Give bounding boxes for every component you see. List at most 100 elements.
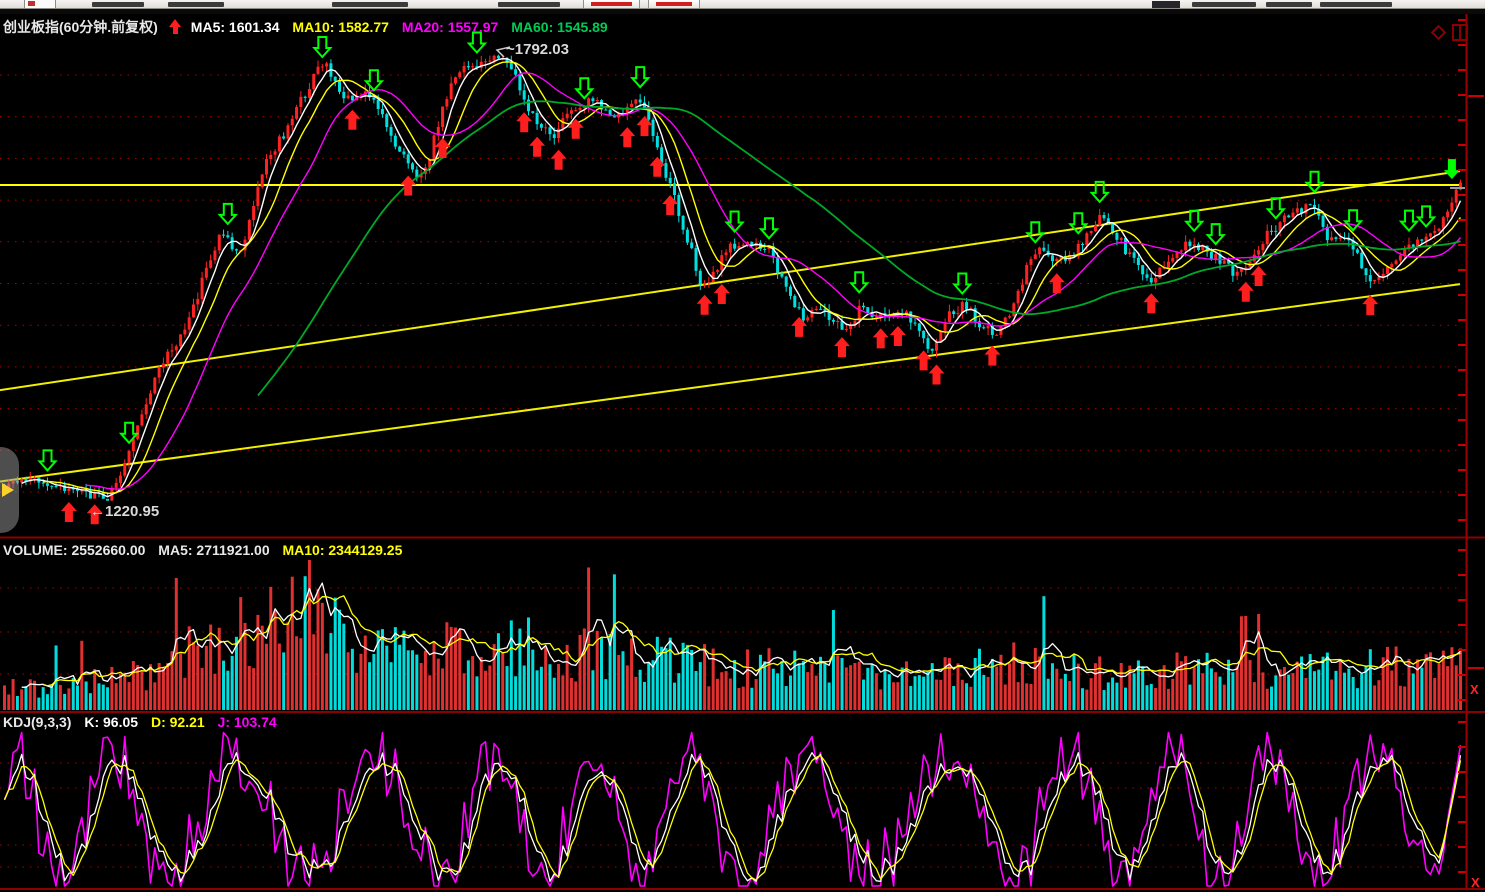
- candle-body: [677, 194, 681, 216]
- volume-bar: [1119, 662, 1123, 710]
- volume-bar: [475, 676, 479, 710]
- candle-body: [161, 363, 165, 368]
- volume-bar: [118, 673, 122, 710]
- volume-bar: [909, 685, 913, 710]
- volume-bar: [557, 664, 561, 710]
- volume-bar: [1076, 663, 1080, 710]
- candle-body: [1042, 247, 1046, 251]
- candle-body: [544, 127, 548, 129]
- volume-bar: [1128, 665, 1132, 710]
- candle-body: [419, 173, 423, 178]
- sell-signal-arrow: [217, 202, 239, 226]
- volume-bar: [810, 664, 814, 710]
- volume-bar: [114, 683, 118, 710]
- menu-item-fragment[interactable]: [332, 2, 408, 7]
- candle-body: [793, 295, 797, 308]
- menu-item-fragment[interactable]: [1320, 2, 1392, 7]
- volume-bar: [569, 677, 573, 710]
- volume-bar: [879, 689, 883, 710]
- buy-signal-arrow: [400, 175, 417, 196]
- candle-body: [372, 97, 376, 100]
- candle-body: [24, 479, 28, 482]
- candle-body: [282, 136, 286, 139]
- volume-bar: [930, 663, 934, 710]
- candle-body: [1360, 252, 1364, 269]
- candle-body: [651, 119, 655, 136]
- kdj-k-label: K: 96.05: [84, 714, 139, 730]
- candle-body: [114, 482, 118, 488]
- volume-bar: [432, 641, 436, 710]
- volume-ma10-line: [43, 595, 1461, 687]
- kdj-panel-close-x[interactable]: X: [1471, 875, 1480, 890]
- volume-bar: [900, 667, 904, 710]
- candle-body: [1437, 228, 1441, 231]
- candle-body: [131, 438, 135, 452]
- menu-item-fragment[interactable]: [168, 2, 224, 7]
- candle-body: [385, 114, 389, 128]
- candle-body: [127, 451, 131, 463]
- sidebar-slide-handle[interactable]: [0, 447, 19, 533]
- volume-bar: [728, 678, 732, 710]
- candle-body: [174, 346, 178, 351]
- candle-body: [509, 61, 513, 70]
- volume-bar: [471, 656, 475, 710]
- trendline-diagonal: [0, 170, 1461, 392]
- volume-bar: [1020, 660, 1024, 710]
- menu-item-fragment[interactable]: [92, 2, 144, 7]
- menu-item-fragment[interactable]: [1192, 2, 1256, 7]
- volume-bar: [1166, 688, 1170, 710]
- candle-body: [535, 112, 539, 125]
- candle-body: [1270, 230, 1274, 232]
- candle-body: [982, 327, 986, 329]
- candle-body: [694, 248, 698, 271]
- buy-signal-arrow: [86, 504, 103, 525]
- sell-signal-arrow: [1443, 159, 1460, 180]
- volume-bar: [1398, 685, 1402, 710]
- candle-body: [548, 127, 552, 135]
- candle-body: [1330, 237, 1334, 241]
- menu-item-fragment[interactable]: [1266, 2, 1312, 7]
- toolbar-icon[interactable]: [1152, 1, 1180, 8]
- volume-bar: [1295, 661, 1299, 710]
- candle-body: [376, 99, 380, 110]
- candle-body: [604, 109, 608, 111]
- menu-item-fragment[interactable]: [498, 2, 560, 7]
- candle-body: [780, 272, 784, 277]
- candle-body: [587, 98, 591, 107]
- volume-bar: [209, 624, 213, 710]
- volume-bar: [217, 627, 221, 710]
- candle-body: [368, 91, 372, 98]
- candle-body: [1081, 243, 1085, 246]
- volume-bar: [591, 670, 595, 710]
- sell-signal-arrow: [1183, 209, 1205, 233]
- candle-body: [582, 106, 586, 108]
- candle-body: [1145, 274, 1149, 278]
- volume-bar: [303, 576, 307, 710]
- candle-body: [1407, 244, 1411, 249]
- volume-bar: [295, 636, 299, 710]
- volume-panel-close-x[interactable]: X: [1470, 682, 1479, 697]
- split-window-icon[interactable]: [1452, 24, 1468, 41]
- volume-bar: [1072, 654, 1076, 710]
- candle-body: [720, 255, 724, 271]
- volume-bar: [883, 669, 887, 710]
- candle-body: [763, 248, 767, 250]
- candle-body: [788, 286, 792, 296]
- menu-bar[interactable]: [0, 0, 1485, 14]
- volume-header: VOLUME: 2552660.00 MA5: 2711921.00 MA10:…: [3, 542, 411, 558]
- candle-body: [187, 317, 191, 330]
- kdj-j-label: J: 103.74: [217, 714, 277, 730]
- volume-bar: [1209, 668, 1213, 710]
- candle-body: [286, 125, 290, 139]
- candle-body: [591, 98, 595, 102]
- sell-signal-arrow: [724, 210, 745, 234]
- candle-body: [222, 234, 226, 236]
- candle-body: [492, 55, 496, 61]
- volume-bar: [106, 687, 110, 710]
- volume-bar: [312, 634, 316, 710]
- volume-bar: [977, 648, 981, 710]
- volume-bar: [290, 576, 294, 710]
- volume-bar: [484, 670, 488, 710]
- volume-bar: [1192, 667, 1196, 710]
